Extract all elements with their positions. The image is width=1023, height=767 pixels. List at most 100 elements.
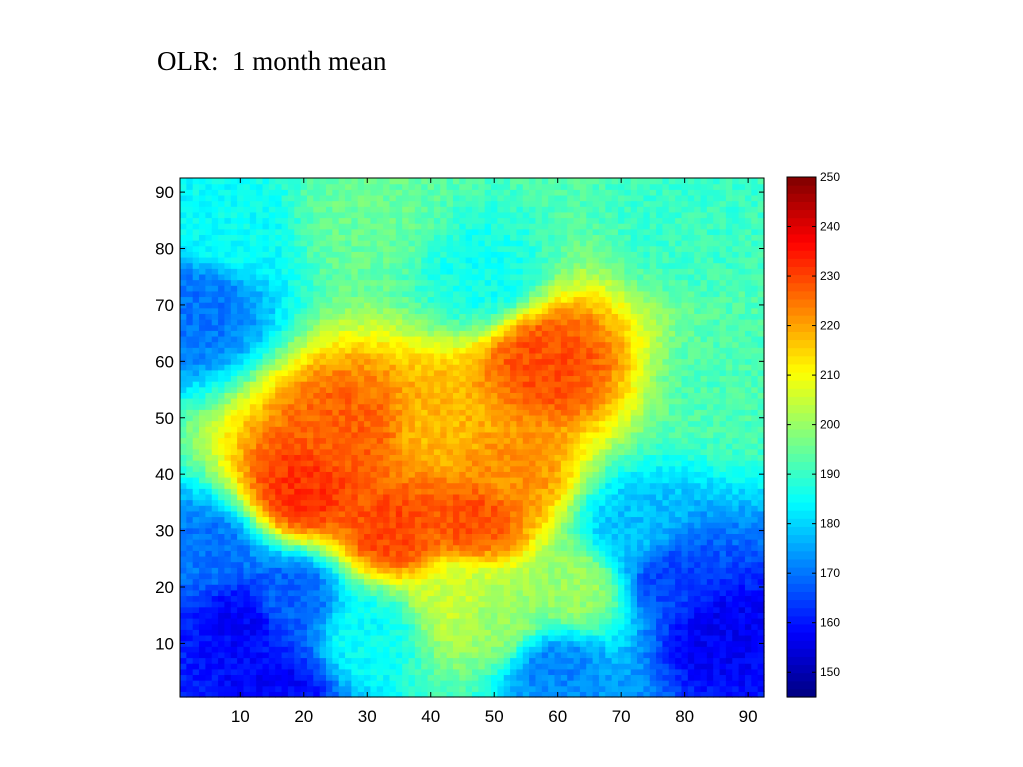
heatmap-cell	[294, 375, 302, 382]
heatmap-cell	[262, 431, 270, 439]
heatmap-cell	[465, 533, 473, 540]
heatmap-cell	[491, 240, 498, 247]
heatmap-cell	[440, 178, 448, 185]
heatmap-cell	[345, 335, 352, 343]
heatmap-cell	[230, 217, 238, 224]
heatmap-cell	[427, 657, 435, 664]
heatmap-cell	[465, 381, 473, 388]
heatmap-cell	[491, 589, 498, 597]
heatmap-cell	[452, 572, 460, 580]
heatmap-cell	[306, 646, 314, 653]
heatmap-cell	[516, 623, 524, 630]
heatmap-cell	[516, 601, 524, 608]
heatmap-cell	[338, 454, 346, 461]
heatmap-cell	[192, 454, 200, 461]
heatmap-cell	[230, 273, 238, 281]
heatmap-cell	[491, 381, 498, 388]
heatmap-cell	[192, 347, 200, 354]
heatmap-cell	[306, 307, 314, 314]
heatmap-cell	[186, 482, 194, 489]
heatmap-cell	[472, 256, 479, 264]
heatmap-cell	[326, 302, 333, 309]
heatmap-cell	[516, 680, 524, 687]
heatmap-cell	[497, 290, 505, 298]
heatmap-cell	[516, 347, 524, 354]
heatmap-cell	[478, 578, 486, 585]
heatmap-cell	[275, 680, 283, 687]
heatmap-cell	[300, 369, 308, 377]
heatmap-cell	[408, 285, 416, 292]
heatmap-cell	[516, 206, 524, 213]
heatmap-cell	[249, 465, 257, 472]
heatmap-cell	[211, 324, 219, 331]
heatmap-cell	[345, 352, 352, 360]
heatmap-cell	[306, 352, 314, 360]
heatmap-cell	[516, 510, 524, 518]
heatmap-cell	[275, 251, 283, 258]
heatmap-cell	[268, 330, 276, 337]
heatmap-cell	[313, 460, 321, 467]
heatmap-cell	[306, 381, 314, 388]
heatmap-cell	[262, 285, 270, 292]
heatmap-cell	[478, 482, 486, 489]
heatmap-cell	[294, 606, 302, 613]
heatmap-cell	[465, 651, 473, 659]
heatmap-cell	[383, 505, 391, 512]
heatmap-cell	[326, 618, 333, 625]
heatmap-cell	[376, 217, 384, 224]
heatmap-cell	[484, 561, 492, 568]
heatmap-cell	[326, 313, 333, 320]
heatmap-cell	[472, 448, 479, 456]
heatmap-cell	[408, 324, 416, 331]
heatmap-cell	[268, 420, 276, 427]
heatmap-cell	[383, 522, 391, 529]
heatmap-cell	[516, 273, 524, 281]
heatmap-cell	[237, 651, 245, 659]
heatmap-cell	[180, 657, 187, 664]
heatmap-cell	[383, 426, 391, 433]
heatmap-cell	[395, 572, 403, 580]
heatmap-cell	[275, 398, 283, 405]
heatmap-cell	[357, 335, 365, 343]
heatmap-cell	[395, 364, 403, 371]
heatmap-cell	[510, 516, 518, 523]
heatmap-cell	[459, 651, 467, 659]
heatmap-cell	[351, 476, 359, 484]
heatmap-cell	[383, 369, 391, 377]
heatmap-cell	[364, 217, 372, 224]
heatmap-cell	[459, 668, 467, 676]
heatmap-cell	[199, 471, 206, 478]
heatmap-cell	[433, 533, 441, 540]
heatmap-cell	[357, 352, 365, 360]
heatmap-cell	[370, 623, 378, 630]
heatmap-cell	[408, 206, 416, 213]
heatmap-cell	[357, 392, 365, 399]
heatmap-cell	[370, 460, 378, 467]
heatmap-cell	[459, 386, 467, 393]
heatmap-cell	[180, 403, 187, 410]
heatmap-cell	[319, 273, 327, 281]
heatmap-cell	[440, 567, 448, 574]
heatmap-cell	[503, 330, 511, 337]
heatmap-cell	[180, 347, 187, 354]
heatmap-cell	[281, 533, 289, 540]
heatmap-cell	[211, 369, 219, 377]
heatmap-cell	[376, 234, 384, 241]
heatmap-cell	[503, 443, 511, 450]
heatmap-cell	[268, 347, 276, 354]
heatmap-cell	[497, 369, 505, 377]
heatmap-cell	[287, 268, 295, 275]
heatmap-cell	[459, 657, 467, 664]
heatmap-cell	[199, 651, 206, 659]
heatmap-cell	[281, 194, 289, 202]
heatmap-cell	[256, 426, 264, 433]
heatmap-cell	[268, 437, 276, 444]
heatmap-cell	[402, 634, 410, 642]
heatmap-cell	[345, 313, 352, 320]
heatmap-cell	[199, 364, 206, 371]
heatmap-cell	[211, 398, 219, 405]
heatmap-cell	[459, 426, 467, 433]
heatmap-cell	[364, 572, 372, 580]
heatmap-cell	[427, 392, 435, 399]
heatmap-cell	[395, 634, 403, 642]
